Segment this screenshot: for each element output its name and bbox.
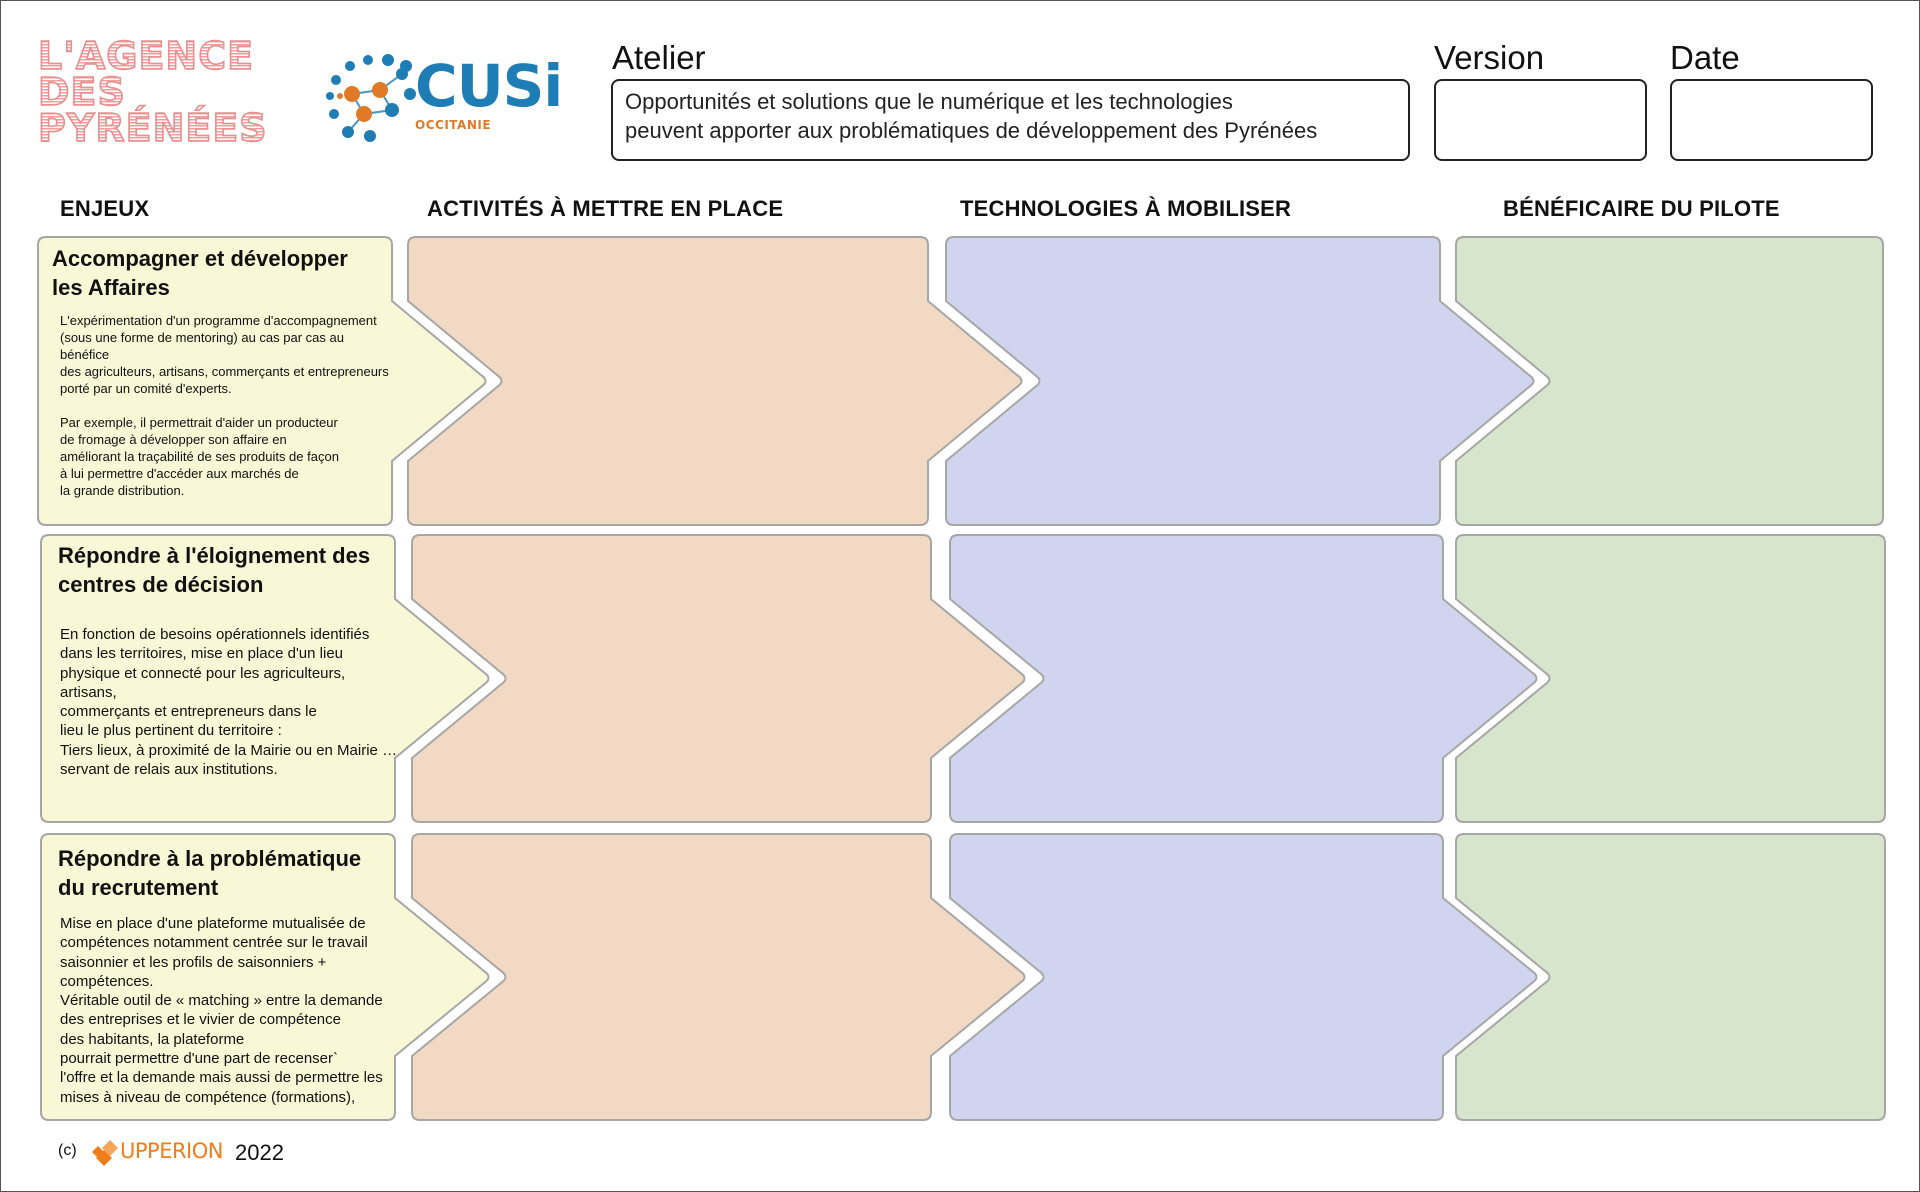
cell-activites-row-3[interactable] [411, 833, 1026, 1121]
cell-enjeux-row-3 [40, 833, 490, 1121]
agence-logo-line-1: L'AGENCE [37, 36, 303, 76]
atelier-text: Opportunités et solutions que le numériq… [625, 89, 1318, 143]
column-heading-beneficiaire: BÉNÉFICAIRE DU PILOTE [1503, 196, 1780, 221]
cell-beneficiaire-row-3[interactable] [1455, 833, 1886, 1121]
upperion-brand: UPPERION [120, 1139, 224, 1163]
enjeu-3-description: Mise en place d'une plateforme mutualisé… [60, 915, 383, 1106]
column-heading-enjeux: ENJEUX [60, 196, 150, 221]
version-label: Version [1434, 39, 1545, 76]
atelier-label: Atelier [612, 39, 706, 76]
cell-enjeux-row-1 [37, 236, 487, 526]
footer-year: 2022 [235, 1140, 284, 1165]
cell-activites-row-1[interactable] [407, 236, 1023, 526]
enjeu-2: Répondre à l'éloignement des centres de … [58, 541, 398, 779]
cusi-logo-region: OCCITANIE [415, 118, 492, 132]
version-field[interactable] [1434, 79, 1647, 161]
cell-technologies-row-2[interactable] [949, 534, 1538, 823]
upperion-logo-icon [92, 1140, 118, 1166]
cell-enjeux-row-2 [40, 534, 490, 823]
enjeu-1: Accompagner et développer les Affaires L… [52, 244, 392, 499]
enjeu-3: Répondre à la problématique du recruteme… [58, 844, 398, 1107]
column-heading-activites: ACTIVITÉS À METTRE EN PLACE [427, 196, 784, 221]
cell-beneficiaire-row-2[interactable] [1455, 534, 1886, 823]
cusi-logo-name: CUSi [415, 52, 563, 120]
cusi-network-icon [326, 54, 416, 142]
agence-logo-line-3: PYRÉNÉES [37, 108, 303, 148]
enjeu-2-title: Répondre à l'éloignement des centres de … [58, 543, 371, 597]
copyright-mark: (c) [58, 1142, 77, 1159]
enjeu-2-description: En fonction de besoins opérationnels ide… [60, 626, 398, 779]
column-heading-technologies: TECHNOLOGIES À MOBILISER [960, 196, 1292, 221]
enjeu-1-description: L'expérimentation d'un programme d'accom… [60, 313, 389, 498]
cell-technologies-row-1[interactable] [945, 236, 1535, 526]
enjeu-3-title: Répondre à la problématique du recruteme… [58, 846, 362, 900]
date-field[interactable] [1670, 79, 1873, 161]
cusi-logo: CUSi OCCITANIE [322, 52, 563, 147]
cell-beneficiaire-row-1[interactable] [1455, 236, 1884, 526]
cell-activites-row-2[interactable] [411, 534, 1026, 823]
agence-pyrenees-logo: L'AGENCE DES PYRÉNÉES [37, 36, 303, 153]
enjeu-1-title: Accompagner et développer les Affaires [52, 246, 348, 300]
cell-technologies-row-3[interactable] [949, 833, 1538, 1121]
atelier-field[interactable]: Opportunités et solutions que le numériq… [611, 79, 1410, 161]
date-label: Date [1670, 39, 1740, 76]
agence-logo-line-2: DES [37, 72, 303, 112]
